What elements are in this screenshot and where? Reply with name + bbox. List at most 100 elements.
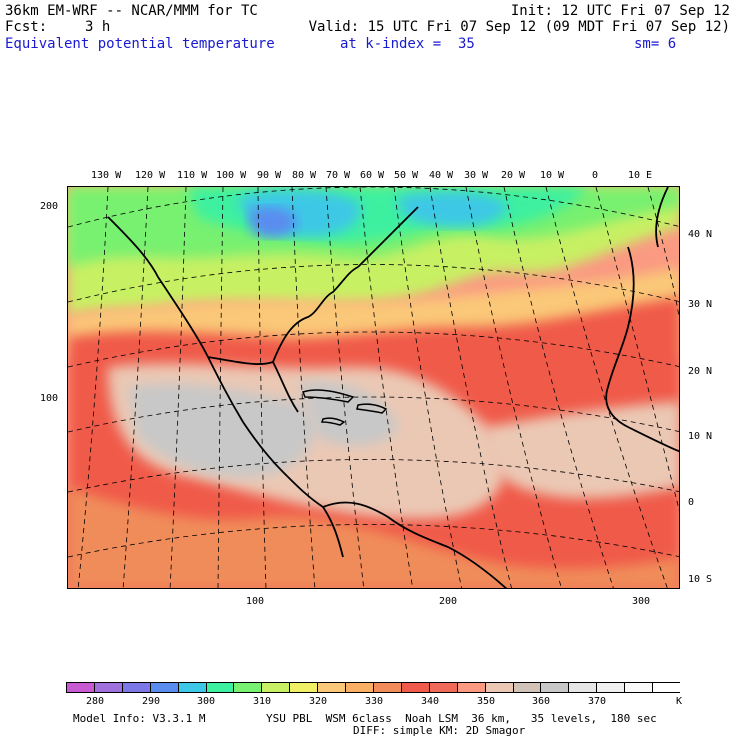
colorbar-label: 280: [86, 696, 105, 707]
fcst-label: Fcst:: [5, 19, 48, 35]
meridian-line: [503, 187, 614, 588]
lat-label: 10 N: [688, 431, 713, 442]
colorbar-swatch: [513, 683, 542, 692]
colorbar-label: 320: [309, 696, 328, 707]
coastline: [272, 266, 359, 363]
colorbar: [66, 682, 681, 693]
parallel-line: [68, 396, 679, 433]
coastline: [655, 187, 669, 248]
colorbar-swatch: [178, 683, 207, 692]
field-region: [128, 383, 316, 478]
lon-label: 10 E: [628, 170, 653, 181]
meridian-line: [257, 187, 267, 588]
lon-label: 90 W: [257, 170, 282, 181]
colorbar-label: 300: [197, 696, 216, 707]
meridian-line: [545, 187, 668, 588]
lon-label: 70 W: [326, 170, 351, 181]
meridian-line: [429, 187, 512, 588]
colorbar-label: 340: [421, 696, 440, 707]
lon-label: 120 W: [135, 170, 166, 181]
lon-label: 100 W: [216, 170, 247, 181]
colorbar-swatch: [122, 683, 151, 692]
colorbar-swatch: [262, 683, 291, 692]
temperature-field: [68, 187, 679, 588]
colorbar-swatch: [67, 683, 95, 692]
theta-e-map: [67, 186, 680, 589]
colorbar-label: 290: [142, 696, 161, 707]
colorbar-label: 360: [532, 696, 551, 707]
colorbar-swatch: [653, 683, 681, 692]
lon-label: 60 W: [360, 170, 385, 181]
colorbar-swatch: [401, 683, 430, 692]
field-region: [68, 487, 679, 588]
colorbar-swatch: [94, 683, 123, 692]
colorbar-swatch: [206, 683, 235, 692]
init-time: Init: 12 UTC Fri 07 Sep 12: [510, 3, 730, 19]
island: [302, 389, 355, 403]
colorbar-swatch: [150, 683, 179, 692]
colorbar-swatch: [429, 683, 458, 692]
colorbar-swatch: [457, 683, 486, 692]
lon-label: 40 W: [429, 170, 454, 181]
lat-label: 40 N: [688, 229, 713, 240]
lon-label: 80 W: [292, 170, 317, 181]
field-region: [484, 402, 679, 499]
lon-label: 50 W: [394, 170, 419, 181]
model-title: 36km EM-WRF -- NCAR/MMM for TC: [5, 3, 258, 19]
colorbar-swatch: [346, 683, 374, 692]
colorbar-swatch: [569, 683, 598, 692]
model-info: Model Info: V3.3.1 M: [73, 712, 206, 725]
meridian-line: [169, 187, 187, 588]
field-name: Equivalent potential temperature: [5, 36, 275, 52]
colorbar-swatch: [290, 683, 319, 692]
grid-y-label: 100: [40, 393, 59, 404]
coastline: [605, 246, 679, 453]
lon-label: 20 W: [501, 170, 526, 181]
meridian-line: [647, 187, 679, 320]
physics-line-1: YSU PBL WSM 6class Noah LSM 36 km, 35 le…: [266, 712, 657, 725]
lon-label: 110 W: [177, 170, 208, 181]
colorbar-unit: K: [676, 696, 683, 707]
field-region: [397, 191, 508, 227]
lat-label: 10 S: [688, 574, 713, 585]
meridian-line: [217, 187, 224, 588]
grid-y-label: 200: [40, 201, 59, 212]
fcst-value: 3 h: [85, 19, 111, 35]
parallel-line: [68, 459, 679, 493]
coastline: [107, 216, 344, 558]
colorbar-swatch: [234, 683, 263, 692]
parallel-line: [68, 331, 679, 368]
map-canvas: [68, 187, 679, 588]
colorbar-label: 370: [588, 696, 607, 707]
coastlines-and-borders: [107, 187, 679, 588]
lon-label: 130 W: [91, 170, 122, 181]
meridian-line: [122, 187, 149, 588]
lon-label: 30 W: [464, 170, 489, 181]
parallel-line: [68, 264, 679, 303]
grid-x-label: 300: [632, 596, 651, 607]
meridian-line: [291, 187, 316, 588]
colorbar-swatch: [318, 683, 347, 692]
meridian-line: [465, 187, 562, 588]
colorbar-swatch: [625, 683, 654, 692]
meridian-line: [77, 187, 109, 588]
colorbar-swatch: [374, 683, 402, 692]
field-region: [248, 206, 298, 238]
valid-time: Valid: 15 UTC Fri 07 Sep 12 (09 MDT Fri …: [308, 19, 730, 35]
colorbar-swatch: [541, 683, 570, 692]
meridian-line: [393, 187, 462, 588]
colorbar-swatch: [597, 683, 626, 692]
lat-label: 30 N: [688, 299, 713, 310]
grid-x-label: 200: [439, 596, 458, 607]
meridian-line: [325, 187, 365, 588]
lat-label: 0: [688, 497, 695, 508]
coastline: [207, 356, 299, 413]
island: [320, 417, 346, 426]
lon-label: 0: [592, 170, 599, 181]
level-info: at k-index = 35: [340, 36, 475, 52]
meridian-line: [359, 187, 414, 588]
coastline: [357, 206, 419, 268]
physics-line-2: DIFF: simple KM: 2D Smagor: [353, 724, 526, 737]
colorbar-swatch: [485, 683, 514, 692]
parallel-line: [68, 524, 679, 558]
